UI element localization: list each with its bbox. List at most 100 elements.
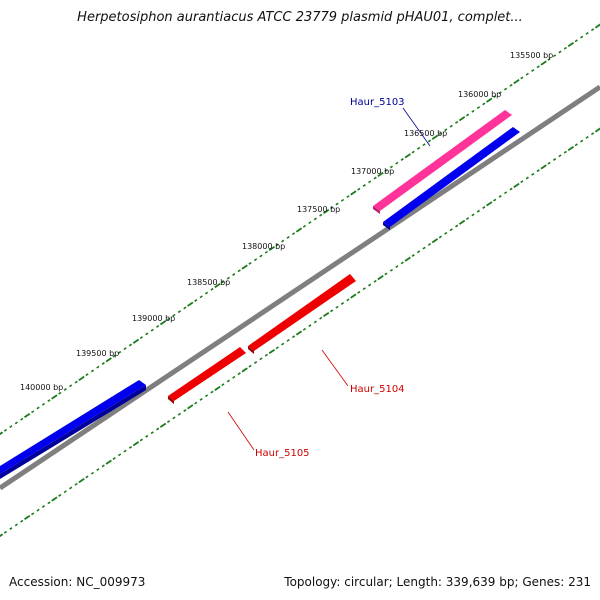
tick-label: 138000 bp — [242, 242, 285, 251]
tick-mark — [513, 182, 520, 188]
tick-label: 137000 bp — [351, 167, 394, 176]
tick-mark — [411, 254, 415, 257]
tick-mark — [51, 496, 58, 502]
tick-mark — [377, 275, 384, 281]
tick-mark — [322, 208, 330, 215]
tick-mark — [427, 139, 432, 143]
tick-mark — [476, 209, 481, 213]
tick-mark — [540, 60, 547, 66]
tick-mark — [400, 261, 404, 265]
tick-mark — [241, 264, 248, 270]
tick-mark — [139, 438, 143, 442]
tick-mark — [536, 169, 540, 173]
gene-label-haur-5103[interactable]: Haur_5103 — [350, 97, 405, 108]
tick-mark — [14, 421, 18, 425]
tick-mark — [389, 165, 394, 169]
tick-mark — [9, 425, 13, 429]
tick-mark — [373, 279, 377, 283]
tick-mark — [357, 187, 361, 191]
tick-mark — [268, 348, 276, 355]
tick-mark — [313, 217, 317, 221]
tick-mark — [330, 206, 334, 210]
tick-mark — [594, 127, 600, 133]
tick-mark — [384, 272, 388, 276]
feature-block-blue-lower[interactable] — [0, 380, 146, 479]
tick-mark — [536, 65, 540, 69]
tick-mark — [199, 295, 203, 299]
tick-mark — [47, 501, 51, 505]
tick-mark — [404, 153, 411, 159]
tick-mark — [455, 120, 459, 124]
tick-mark — [503, 87, 508, 91]
tick-mark — [319, 213, 323, 217]
tick-mark — [96, 468, 100, 472]
tick-mark — [123, 347, 127, 351]
tick-mark — [69, 486, 73, 490]
plasmid-backbone — [0, 84, 600, 491]
tick-mark — [422, 143, 426, 147]
tick-mark — [458, 219, 466, 225]
feature-block-haur-5103-pink[interactable] — [373, 110, 512, 214]
tick-mark — [58, 391, 62, 395]
inner-tick-track — [0, 127, 600, 538]
tick-mark — [340, 302, 345, 305]
tick-mark — [105, 357, 112, 363]
tick-mark — [248, 364, 252, 368]
tick-mark — [253, 361, 258, 364]
tick-mark — [226, 379, 230, 383]
accession-text: Accession: NC_009973 — [9, 575, 146, 589]
tick-mark — [172, 313, 176, 317]
tick-mark — [194, 299, 198, 302]
tick-mark — [20, 519, 24, 523]
tick-mark — [117, 350, 122, 354]
tick-mark — [449, 228, 453, 232]
tick-mark — [241, 367, 248, 373]
tick-mark — [520, 180, 524, 184]
tick-mark — [112, 354, 116, 358]
tick-mark — [96, 365, 100, 369]
feature-block-haur-5105[interactable] — [168, 347, 246, 404]
tick-mark — [23, 412, 31, 419]
tick-mark — [585, 31, 589, 35]
feature-block-blue-upper[interactable] — [383, 127, 520, 230]
tick-mark — [199, 397, 203, 401]
tick-mark — [101, 464, 105, 468]
tick-mark — [85, 373, 89, 377]
feature-block-haur-5104[interactable] — [248, 274, 356, 354]
tick-mark — [404, 256, 411, 262]
tick-mark — [503, 191, 508, 195]
gene-label-haur-5105[interactable]: Haur_5105 — [255, 448, 310, 459]
tick-mark — [493, 198, 497, 202]
gene-label-haur-5104[interactable]: Haur_5104 — [350, 384, 405, 395]
tick-mark — [3, 530, 8, 534]
tick-mark — [123, 449, 127, 453]
tick-mark — [486, 97, 493, 103]
tick-mark — [264, 353, 268, 357]
tick-mark — [139, 336, 143, 340]
tick-mark — [286, 235, 290, 239]
tick-mark — [90, 369, 95, 373]
tick-mark — [214, 283, 221, 289]
tick-mark — [482, 206, 486, 209]
tick-mark — [431, 134, 439, 140]
tick-mark — [132, 441, 140, 447]
label-leader-haur-5104 — [321, 349, 349, 387]
tick-mark — [204, 394, 209, 398]
outer-tick-track — [0, 23, 600, 436]
tick-mark — [281, 342, 285, 346]
tick-mark — [547, 161, 551, 165]
label-leader-haur-5105 — [227, 411, 255, 451]
tick-mark — [444, 231, 448, 235]
tick-mark — [145, 434, 149, 438]
tick-mark — [63, 490, 67, 494]
tick-mark — [14, 523, 18, 527]
tick-mark — [74, 380, 78, 384]
tick-mark — [509, 187, 513, 191]
tick-mark — [177, 310, 182, 314]
tick-mark — [438, 235, 442, 239]
tick-mark — [416, 250, 421, 254]
tick-mark — [362, 287, 366, 291]
tick-mark — [486, 201, 493, 207]
tick-mark — [172, 416, 176, 420]
tick-mark — [275, 243, 279, 247]
